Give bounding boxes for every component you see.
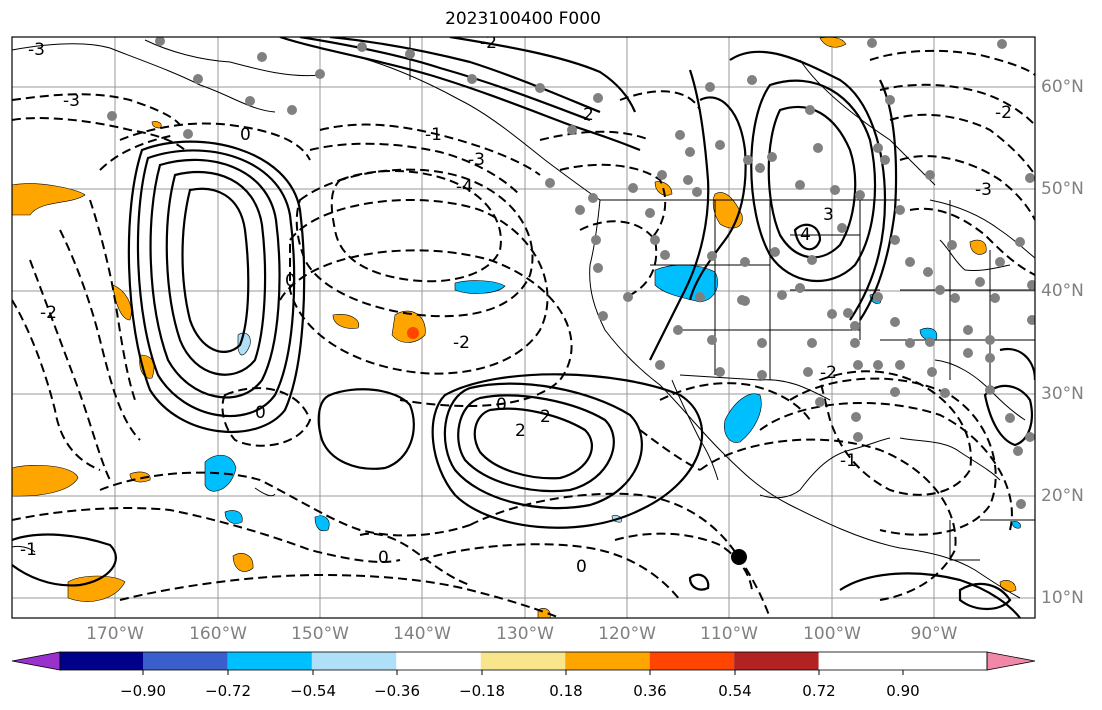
lon-label: 130°W [496, 624, 554, 644]
contour-label: 0 [496, 395, 507, 415]
contour-label: 0 [576, 557, 587, 577]
contour-label: 4 [800, 225, 811, 245]
lat-label: 30°N [1041, 384, 1084, 404]
contour-label: -3 [975, 180, 992, 200]
contour-label: 2 [540, 407, 551, 427]
contour-label: -3 [63, 91, 80, 111]
lat-label: 50°N [1041, 179, 1084, 199]
colorbar-tick-label: −0.18 [459, 682, 505, 700]
lon-label: 100°W [803, 624, 861, 644]
contour-label: 2 [515, 421, 526, 441]
contour-label: 0 [378, 548, 389, 568]
lon-label: 110°W [700, 624, 758, 644]
colorbar-tick-label: 0.72 [802, 682, 836, 700]
contour-label: -2 [820, 363, 837, 383]
lon-label: 120°W [598, 624, 656, 644]
contour-labels: -3 -2 -3 0 -1 -3 -4 2 4 3 0 -2 -2 0 2 2 … [20, 33, 1012, 577]
map-background [12, 37, 1035, 618]
contour-label: 0 [255, 403, 266, 423]
positive-contours [12, 37, 1035, 618]
contour-label: 3 [823, 205, 834, 225]
contour-label: -2 [40, 303, 57, 323]
contour-label: -2 [995, 103, 1012, 123]
colorbar-tick-label: −0.90 [120, 682, 166, 700]
contour-label: -4 [456, 177, 473, 197]
contour-label: 2 [583, 105, 594, 125]
lon-label: 150°W [291, 624, 349, 644]
contour-label: 0 [285, 271, 296, 291]
coastlines [12, 37, 1035, 599]
contour-label: -2 [453, 333, 470, 353]
negative-contours [12, 49, 1035, 618]
contour-label: -3 [468, 150, 485, 170]
map-frame [11, 36, 1036, 619]
lat-label: 10°N [1041, 588, 1084, 608]
contour-label: -3 [28, 40, 45, 60]
lon-label: 160°W [189, 624, 247, 644]
lat-label: 60°N [1041, 77, 1084, 97]
colorbar-tick-label: −0.54 [290, 682, 336, 700]
station-markers [107, 37, 1035, 509]
lat-label: 40°N [1041, 281, 1084, 301]
lon-label: 140°W [393, 624, 451, 644]
colorbar-tick-label: −0.36 [374, 682, 420, 700]
contour-label: 0 [240, 125, 251, 145]
colorbar-tick-label: 0.54 [718, 682, 752, 700]
contour-label: -1 [425, 125, 442, 145]
contour-label: -1 [840, 451, 857, 471]
contour-label: -2 [480, 33, 497, 53]
lon-label: 170°W [86, 624, 144, 644]
colorbar-tick-label: 0.18 [549, 682, 583, 700]
contour-label: -1 [20, 540, 37, 560]
highlight-marker [731, 549, 747, 565]
lat-label: 20°N [1041, 486, 1084, 506]
colorbar-tick-label: 0.36 [633, 682, 667, 700]
colorbar-tick-label: 0.90 [886, 682, 920, 700]
map-title: 2023100400 F000 [445, 9, 601, 29]
colorbar-tick-label: −0.72 [205, 682, 251, 700]
lon-label: 90°W [910, 624, 958, 644]
